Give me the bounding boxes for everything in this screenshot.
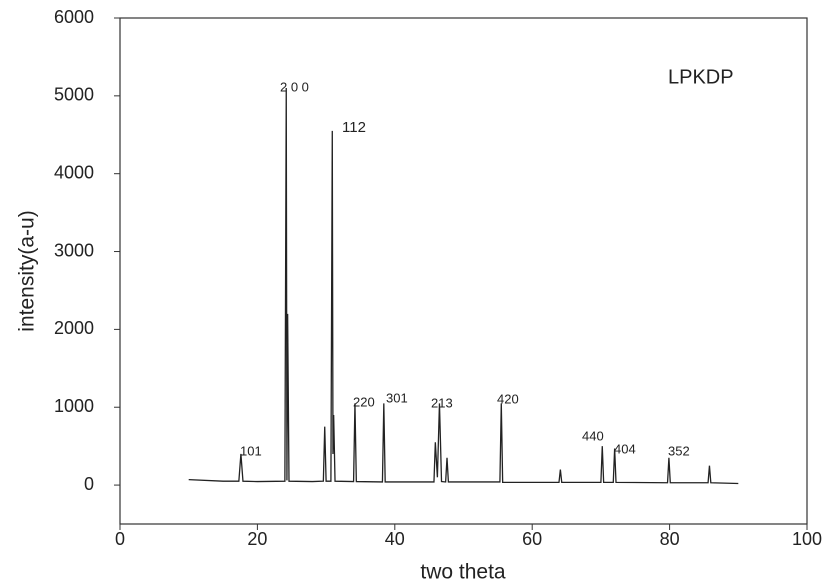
annotation: 213 <box>431 395 453 410</box>
x-axis-label: two theta <box>420 561 506 584</box>
annotation: 420 <box>497 391 519 406</box>
annotation: 2 0 0 <box>280 79 309 94</box>
x-tick-label: 20 <box>247 529 267 549</box>
y-tick-label: 2000 <box>54 318 94 338</box>
annotation: 404 <box>614 441 636 456</box>
x-tick-label: 0 <box>115 529 125 549</box>
x-tick-label: 60 <box>522 529 542 549</box>
x-tick-label: 80 <box>660 529 680 549</box>
y-tick-label: 0 <box>84 474 94 494</box>
x-tick-label: 100 <box>792 529 822 549</box>
data-line <box>188 88 739 485</box>
annotation: 220 <box>353 394 375 409</box>
plot-frame <box>119 17 808 525</box>
annotation: 112 <box>342 119 366 136</box>
annotation: LPKDP <box>668 66 734 88</box>
annotation: 352 <box>668 443 690 458</box>
annotation: 301 <box>386 390 408 405</box>
y-tick-label: 6000 <box>54 7 94 27</box>
x-tick-label: 40 <box>385 529 405 549</box>
annotation: 440 <box>582 428 604 443</box>
y-tick-label: 3000 <box>54 240 94 260</box>
y-tick-label: 1000 <box>54 396 94 416</box>
y-tick-label: 4000 <box>54 162 94 182</box>
annotation: 101 <box>240 443 262 458</box>
y-tick-label: 5000 <box>54 85 94 105</box>
y-axis-label: intensity(a-u) <box>16 210 39 331</box>
